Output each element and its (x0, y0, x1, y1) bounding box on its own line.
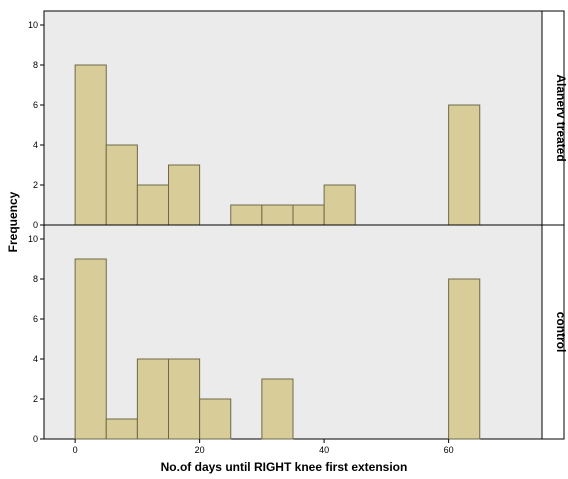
panel-strip (541, 224, 565, 440)
x-tick-label: 60 (444, 445, 454, 455)
histogram-bar (448, 278, 481, 440)
panel-strip-label: control (554, 312, 568, 353)
histogram-bar (74, 258, 107, 440)
x-tick-label: 0 (73, 445, 78, 455)
y-tick-label: 2 (33, 394, 38, 404)
y-tick-label: 4 (33, 354, 38, 364)
histogram-bar (230, 204, 263, 226)
histogram-bar (105, 418, 138, 440)
panel-1: Alanerv treated 0 2 4 6 8 10 (28, 10, 568, 230)
x-tick-label: 40 (319, 445, 329, 455)
histogram-bar (168, 164, 201, 226)
y-tick-label: 8 (33, 60, 38, 70)
y-tick-label: 8 (33, 274, 38, 284)
histogram-bar (292, 204, 325, 226)
y-tick-label: 4 (33, 140, 38, 150)
histogram-bar (136, 358, 169, 440)
y-tick-label: 0 (33, 434, 38, 444)
histogram-bar (168, 358, 201, 440)
y-tick-label: 2 (33, 180, 38, 190)
x-tick-label: 20 (195, 445, 205, 455)
panel-2: control 0 2 4 6 8 10 (28, 224, 568, 444)
histogram-bar (261, 378, 294, 440)
y-tick-label: 6 (33, 314, 38, 324)
x-axis: 0 20 40 60 (73, 439, 454, 455)
panels: Alanerv treated 0 2 4 6 8 10 control 0 2 4 6 8 10 (28, 10, 568, 444)
y-tick-label: 10 (28, 20, 38, 30)
panel-strip-label: Alanerv treated (554, 74, 568, 161)
histogram-bar (74, 64, 107, 226)
histogram-bar (105, 144, 138, 226)
y-axis-label: Frequency (6, 191, 20, 252)
histogram-bar (261, 204, 294, 226)
y-tick-label: 10 (28, 234, 38, 244)
x-axis-label: No.of days until RIGHT knee first extens… (161, 460, 408, 474)
histogram-bar (448, 104, 481, 226)
histogram-bar (323, 184, 356, 226)
histogram-bar (136, 184, 169, 226)
histogram-bar (199, 398, 232, 440)
y-tick-label: 0 (33, 220, 38, 230)
y-tick-label: 6 (33, 100, 38, 110)
